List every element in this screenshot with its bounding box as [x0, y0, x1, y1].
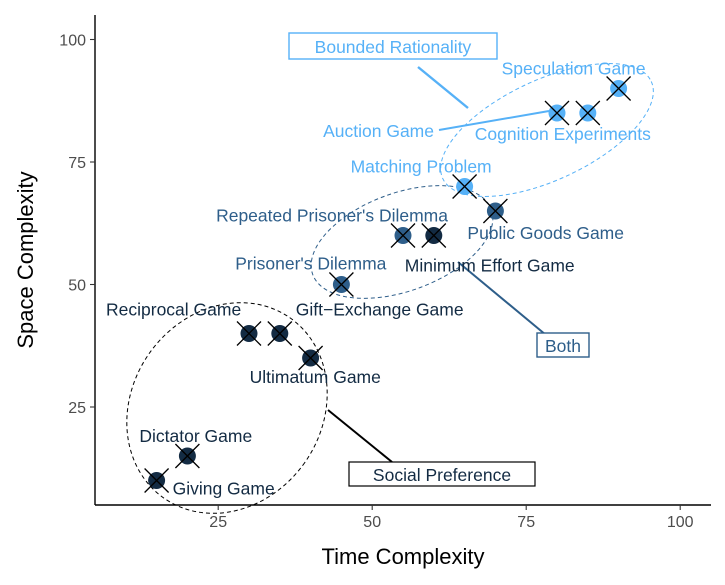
point-cross-auction-game [544, 100, 570, 126]
x-tick-label-100: 100 [667, 514, 694, 531]
both-leader [457, 261, 547, 336]
y-axis-title: Space Complexity [13, 171, 38, 348]
social-preference-label-box: Social Preference [348, 461, 536, 487]
x-tick-label-50: 50 [363, 514, 381, 531]
auction-game-leader [438, 110, 550, 131]
point-cross-cognition-experiments [575, 100, 601, 126]
labels-layer: Giving Game Dictator Game Reciprocal Game G… [106, 59, 651, 499]
marks-layer [144, 76, 632, 493]
point-label-ultimatum-game: Ultimatum Game [250, 367, 381, 387]
social-preference-leader [327, 409, 393, 463]
both-label: Both [545, 336, 581, 356]
point-label-gift-exchange-game: Gift−Exchange Game [296, 300, 464, 320]
x-axis-title: Time Complexity [322, 544, 485, 569]
bounded-rationality-label-box: Bounded Rationality [288, 32, 498, 60]
point-cross-giving-game [144, 468, 170, 493]
bounded-rationality-ellipse [440, 63, 654, 197]
point-label-repeated-prisoner-s-dilemma: Repeated Prisoner's Dilemma [216, 206, 448, 226]
bounded-rationality-leader [417, 66, 469, 109]
bounded-rationality-label: Bounded Rationality [315, 37, 472, 57]
point-cross-public-goods-game [482, 198, 508, 224]
social-preference-ellipse [126, 302, 328, 514]
both-label-box: Both [536, 332, 590, 358]
y-tick-label-100: 100 [59, 33, 86, 50]
y-tick-label-50: 50 [68, 278, 86, 295]
point-cross-gift-exchange-game [267, 321, 293, 346]
point-label-reciprocal-game: Reciprocal Game [106, 300, 241, 320]
point-label-dictator-game: Dictator Game [139, 426, 252, 446]
x-tick-label-75: 75 [517, 514, 535, 531]
social-preference-label: Social Preference [373, 465, 511, 485]
point-cross-reciprocal-game [236, 321, 262, 346]
point-label-public-goods-game: Public Goods Game [467, 223, 624, 243]
point-label-auction-game: Auction Game [323, 121, 434, 141]
point-label-giving-game: Giving Game [173, 479, 275, 499]
point-label-speculation-game: Speculation Game [502, 59, 646, 79]
point-cross-ultimatum-game [298, 345, 324, 371]
point-cross-minimum-effort-game [421, 223, 447, 248]
point-label-prisoner-s-dilemma: Prisoner's Dilemma [235, 254, 386, 274]
point-cross-prisoner-s-dilemma [328, 272, 354, 297]
point-label-cognition-experiments: Cognition Experiments [475, 124, 651, 144]
point-label-matching-problem: Matching Problem [351, 157, 492, 177]
point-label-minimum-effort-game: Minimum Effort Game [405, 256, 575, 276]
point-cross-repeated-prisoner-s-dilemma [390, 223, 416, 248]
y-tick-label-75: 75 [68, 155, 86, 172]
ticks-layer: 25 50 75 100 25 50 75 100 [59, 33, 693, 532]
point-cross-speculation-game [606, 76, 632, 101]
point-cross-dictator-game [174, 443, 200, 469]
y-tick-label-25: 25 [68, 400, 86, 417]
x-tick-label-25: 25 [209, 514, 227, 531]
point-cross-matching-problem [452, 174, 478, 199]
